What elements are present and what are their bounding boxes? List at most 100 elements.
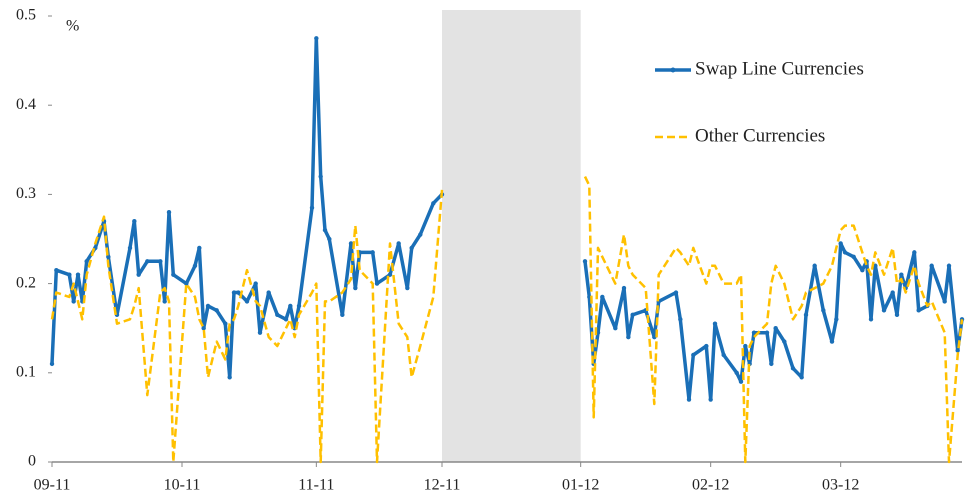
point-marker [955, 348, 960, 353]
x-tick-label: 02-12 [692, 477, 729, 494]
point-marker [799, 375, 804, 380]
point-marker [49, 361, 55, 367]
point-marker [851, 254, 856, 260]
legend-label: Other Currencies [695, 125, 825, 146]
point-marker [54, 268, 59, 273]
point-marker [266, 290, 271, 295]
point-marker [340, 312, 345, 318]
point-marker [71, 299, 76, 304]
point-marker [764, 330, 770, 335]
point-marker [296, 303, 302, 309]
point-marker [309, 205, 315, 210]
point-marker [621, 285, 627, 291]
point-marker [803, 312, 809, 318]
point-marker [712, 321, 718, 326]
point-marker [942, 299, 947, 304]
point-marker [834, 317, 839, 322]
point-marker [145, 259, 150, 264]
point-marker [873, 263, 878, 268]
point-marker [721, 352, 726, 358]
point-marker [166, 210, 172, 215]
point-marker [790, 366, 796, 371]
point-marker [899, 272, 904, 277]
point-marker [405, 285, 410, 291]
point-marker [708, 397, 713, 402]
point-marker [192, 263, 198, 268]
y-tick-label: 0.5 [16, 7, 36, 24]
point-marker [223, 321, 228, 326]
legend-label: Swap Line Currencies [695, 58, 864, 79]
point-marker [136, 272, 141, 277]
point-marker [197, 245, 202, 251]
point-marker [773, 326, 778, 331]
point-marker [929, 263, 934, 268]
point-marker [322, 227, 328, 233]
point-marker [67, 272, 72, 277]
point-marker [318, 174, 323, 179]
point-marker [236, 290, 241, 295]
point-marker [184, 281, 189, 286]
point-marker [686, 397, 692, 402]
shaded-period [442, 10, 581, 462]
point-marker [912, 250, 917, 255]
point-marker [231, 290, 237, 295]
point-marker [868, 317, 874, 322]
point-marker [821, 308, 826, 313]
point-marker [842, 250, 848, 255]
point-marker [396, 241, 401, 246]
point-marker [353, 285, 358, 291]
point-marker [201, 326, 206, 331]
point-marker [288, 303, 293, 309]
point-marker [613, 326, 618, 331]
point-marker [769, 361, 774, 367]
y-tick-label: 0.1 [16, 363, 36, 380]
point-marker [171, 272, 176, 277]
point-marker [751, 330, 757, 335]
x-tick-label: 10-11 [164, 477, 201, 494]
point-marker [387, 272, 393, 277]
point-marker [691, 352, 696, 358]
point-marker [327, 236, 332, 242]
point-marker [84, 259, 89, 264]
x-tick-label: 03-12 [822, 477, 859, 494]
point-marker [283, 317, 289, 322]
y-tick-label: 0.4 [16, 96, 36, 113]
y-tick-label: 0.3 [16, 185, 36, 202]
point-marker [743, 343, 748, 349]
point-marker [582, 259, 588, 264]
point-marker [431, 201, 436, 206]
x-tick-label: 01-12 [562, 477, 599, 494]
point-marker [257, 330, 263, 335]
point-marker [734, 370, 739, 375]
x-tick-label: 11-11 [298, 477, 334, 494]
point-marker [881, 308, 887, 313]
point-marker [75, 272, 81, 277]
point-marker [860, 268, 865, 273]
point-marker [838, 241, 843, 246]
point-marker [418, 232, 423, 237]
y-unit-label: % [66, 18, 79, 35]
point-marker [314, 36, 319, 41]
point-marker [409, 245, 414, 251]
point-marker [214, 308, 219, 313]
point-marker [630, 312, 635, 318]
series-line [50, 176, 964, 464]
point-marker [253, 281, 258, 286]
legend-marker [670, 67, 676, 73]
point-marker [782, 339, 787, 344]
point-marker [205, 303, 211, 309]
point-marker [600, 294, 605, 300]
point-marker [127, 245, 133, 251]
y-tick-label: 0.2 [16, 274, 36, 291]
x-tick-label: 09-11 [34, 477, 71, 494]
point-marker [894, 312, 900, 318]
point-marker [370, 250, 375, 255]
point-marker [678, 317, 683, 322]
point-marker [626, 334, 631, 340]
point-marker [162, 299, 167, 304]
y-tick-label: 0 [28, 453, 36, 470]
point-marker [244, 299, 250, 304]
point-marker [227, 375, 232, 380]
point-marker [946, 263, 952, 268]
